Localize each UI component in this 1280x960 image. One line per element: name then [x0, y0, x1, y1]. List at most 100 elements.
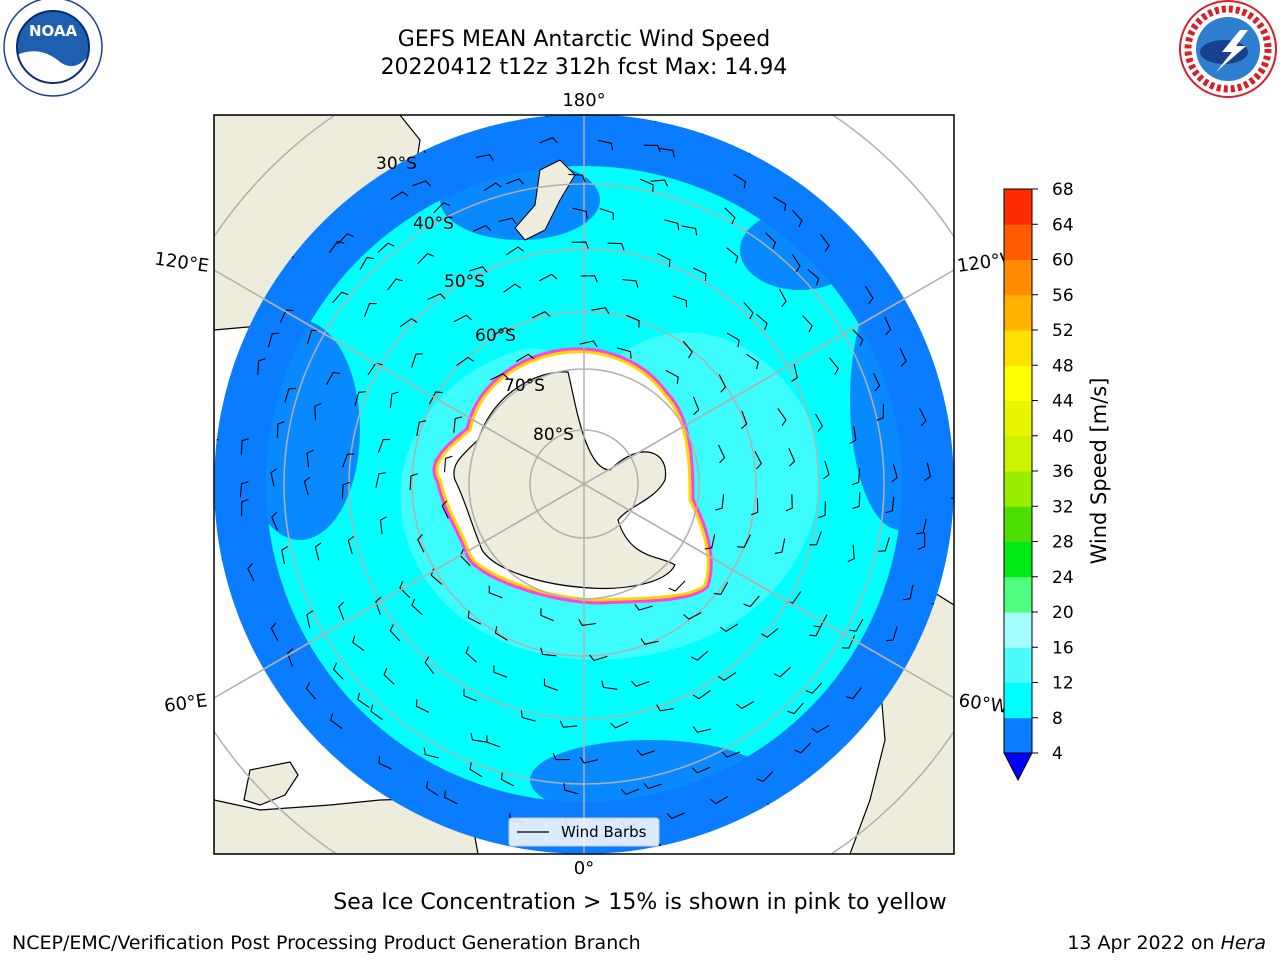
- wind-barb: [610, 721, 629, 729]
- wind-barb: [851, 468, 861, 486]
- wind-barb: [849, 618, 864, 632]
- wind-barb: [692, 267, 707, 281]
- lat-label-80s: 80°S: [533, 425, 574, 445]
- wind-barb: [807, 269, 820, 286]
- wind-barb: [656, 704, 675, 712]
- wind-barb: [591, 307, 610, 314]
- wind-barb: [818, 501, 826, 519]
- wind-barb: [270, 622, 279, 641]
- wind-barb: [597, 139, 614, 151]
- wind-barb: [540, 608, 555, 622]
- wind-barb: [579, 756, 598, 764]
- wind-barb: [579, 340, 598, 348]
- wind-barb: [505, 178, 525, 185]
- wind-barb: [580, 275, 598, 283]
- wind-barb: [483, 182, 502, 192]
- lat-label-60s: 60°S: [475, 326, 516, 346]
- wind-barb: [809, 623, 823, 637]
- wind-barb: [741, 410, 748, 430]
- colorbar-segment: [1004, 612, 1032, 648]
- colorbar-tick-label: 32: [1052, 497, 1074, 517]
- colorbar-tick-label: 68: [1052, 180, 1074, 200]
- map-legend: Wind Barbs: [508, 817, 660, 847]
- lat-label-40s: 40°S: [413, 214, 454, 234]
- wind-barb: [640, 638, 659, 645]
- colorbar-segment: [1004, 435, 1032, 472]
- wind-barb: [903, 584, 914, 601]
- colorbar-tick-label: 40: [1052, 427, 1074, 447]
- wind-barb: [284, 387, 296, 403]
- wind-barb: [409, 473, 418, 491]
- wind-barb: [773, 666, 791, 678]
- footer-credit: NCEP/EMC/Verification Post Processing Pr…: [12, 932, 641, 954]
- wind-barb: [306, 329, 319, 345]
- wind-barb: [643, 144, 661, 153]
- wind-barb: [626, 857, 644, 863]
- wind-barb: [724, 207, 736, 225]
- wind-barb: [463, 688, 478, 702]
- wind-barb: [578, 619, 597, 626]
- colorbar-segment: [1004, 365, 1032, 401]
- wind-barb: [306, 610, 314, 629]
- wind-barb: [720, 623, 739, 633]
- wind-barb: [493, 665, 508, 678]
- wind-barb: [665, 369, 679, 385]
- wind-barb: [415, 699, 430, 713]
- lon-label-60w: 60°W: [957, 690, 1009, 718]
- wind-barb: [417, 252, 435, 265]
- wind-barb: [503, 283, 522, 293]
- wind-barb: [498, 217, 517, 225]
- wind-barb: [443, 455, 453, 473]
- wind-barb: [207, 430, 213, 447]
- colorbar-segment: [1004, 717, 1032, 754]
- wind-barb: [411, 353, 423, 368]
- wind-barb: [899, 348, 907, 367]
- wind-barb: [713, 581, 729, 595]
- wind-barb: [433, 202, 451, 214]
- wind-barb: [884, 316, 892, 336]
- wind-barb: [417, 534, 425, 553]
- wind-barb: [820, 233, 830, 252]
- wind-barb: [568, 173, 586, 182]
- wind-barb: [811, 724, 830, 733]
- wind-barb: [469, 266, 488, 273]
- wind-barb: [441, 500, 449, 519]
- wind-barb: [342, 453, 355, 468]
- wind-barb: [377, 438, 391, 453]
- wind-barb: [743, 595, 760, 608]
- wind-barb: [352, 635, 365, 652]
- wind-barb: [639, 178, 654, 192]
- wind-barb: [791, 363, 798, 382]
- wind-barb: [399, 581, 411, 599]
- footer-date-text: 13 Apr 2022 on: [1067, 932, 1221, 954]
- wind-barb: [337, 233, 355, 245]
- colorbar-segment: [1004, 330, 1032, 366]
- wind-barb: [543, 678, 558, 691]
- colorbar-segment: [1004, 682, 1032, 719]
- wind-barb: [823, 460, 830, 480]
- wind-barb: [486, 735, 501, 748]
- wind-barb: [416, 420, 427, 436]
- nws-logo: [1179, 0, 1277, 98]
- wind-barb: [750, 498, 759, 516]
- wind-barb: [886, 626, 898, 642]
- wind-barb: [539, 273, 558, 282]
- wind-barb: [411, 598, 423, 616]
- wind-barb: [876, 403, 884, 421]
- wind-barb: [849, 426, 857, 444]
- wind-barb: [626, 314, 640, 328]
- wind-barb: [488, 585, 503, 599]
- wind-barb: [704, 534, 716, 550]
- wind-barb: [773, 196, 787, 212]
- wind-barb: [726, 247, 739, 264]
- colorbar-segment: [1004, 259, 1032, 296]
- wind-barb: [873, 373, 881, 392]
- wind-barb: [470, 732, 487, 743]
- colorbar-segment: [1004, 471, 1032, 507]
- map-subtitle: 20220412 t12z 312h fcst Max: 14.94: [380, 55, 788, 80]
- wind-barb: [475, 154, 494, 161]
- wind-barb: [375, 596, 382, 615]
- wind-barb: [328, 240, 345, 254]
- wind-barb: [691, 766, 711, 774]
